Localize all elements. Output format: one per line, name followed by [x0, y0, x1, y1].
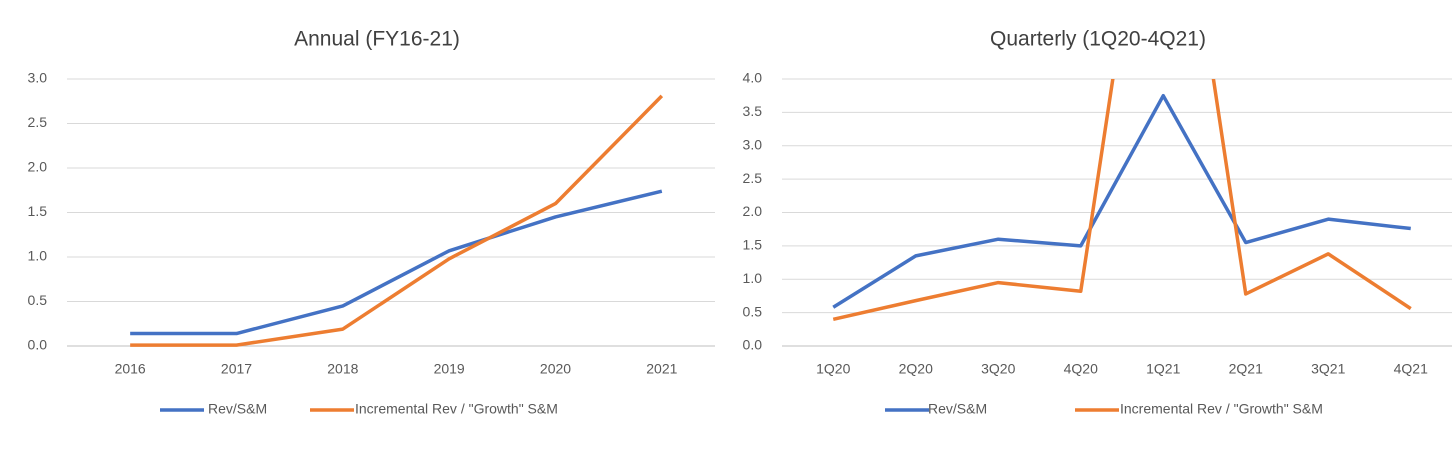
series-line	[130, 94, 664, 347]
series-line	[832, 93, 1411, 309]
x-tick-label: 2021	[646, 361, 677, 377]
chart-title: Annual (FY16-21)	[294, 28, 460, 51]
y-tick-label: 0.0	[743, 337, 763, 353]
x-tick-label: 1Q21	[1146, 361, 1180, 377]
series-line	[832, 79, 1412, 322]
x-tick-label: 2Q21	[1229, 361, 1263, 377]
x-tick-label: 2020	[540, 361, 571, 377]
legend-label: Incremental Rev / "Growth" S&M	[1120, 401, 1323, 417]
y-tick-label: 1.5	[743, 237, 763, 253]
x-tick-label: 4Q20	[1064, 361, 1098, 377]
y-tick-label: 2.0	[743, 203, 763, 219]
plot-area	[832, 79, 1412, 322]
series-line	[130, 189, 663, 336]
x-tick-label: 2018	[327, 361, 358, 377]
x-tick-label: 1Q20	[816, 361, 850, 377]
x-tick-label: 2019	[434, 361, 465, 377]
y-tick-label: 1.0	[743, 270, 763, 286]
x-tick-label: 2Q20	[899, 361, 933, 377]
x-tick-label: 4Q21	[1394, 361, 1428, 377]
legend-label: Rev/S&M	[928, 401, 987, 417]
x-tick-label: 3Q21	[1311, 361, 1345, 377]
y-tick-label: 3.0	[28, 70, 48, 86]
y-tick-label: 0.5	[28, 292, 48, 308]
legend-label: Incremental Rev / "Growth" S&M	[355, 401, 558, 417]
x-tick-label: 2016	[115, 361, 146, 377]
plot-area	[130, 94, 664, 347]
chart-title: Quarterly (1Q20-4Q21)	[990, 28, 1206, 51]
y-tick-label: 1.0	[28, 248, 48, 264]
x-tick-label: 2017	[221, 361, 252, 377]
y-tick-label: 2.5	[28, 114, 48, 130]
y-tick-label: 3.0	[743, 136, 763, 152]
y-tick-label: 4.0	[743, 70, 763, 86]
y-tick-label: 1.5	[28, 203, 48, 219]
legend-label: Rev/S&M	[208, 401, 267, 417]
y-tick-label: 2.0	[28, 159, 48, 175]
y-tick-label: 3.5	[743, 103, 763, 119]
x-tick-label: 3Q20	[981, 361, 1015, 377]
y-tick-label: 0.5	[743, 303, 763, 319]
y-tick-label: 2.5	[743, 170, 763, 186]
y-tick-label: 0.0	[28, 337, 48, 353]
